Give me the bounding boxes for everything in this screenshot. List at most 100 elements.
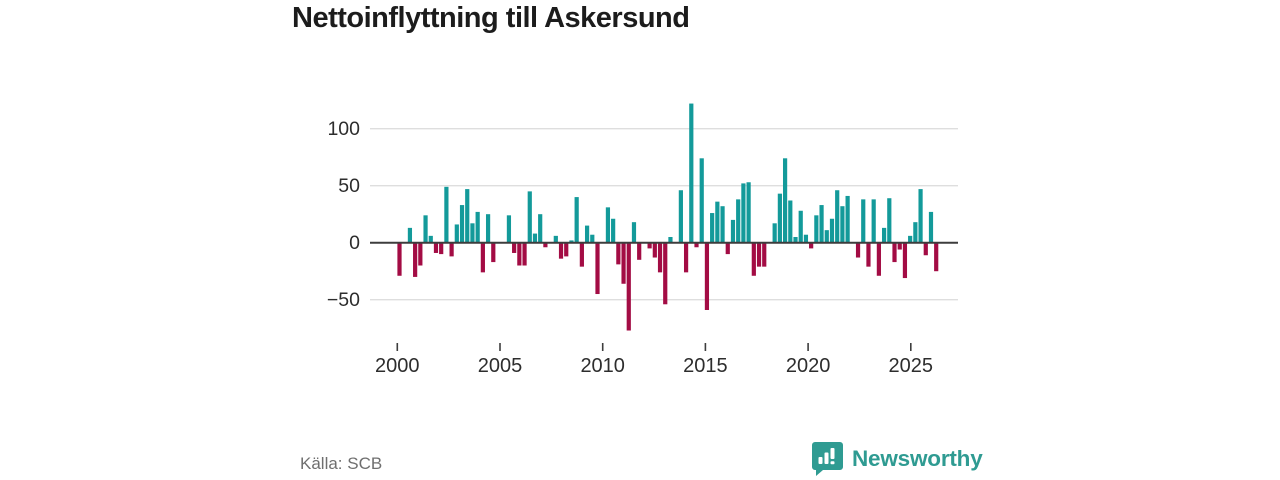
x-tick-label-2020: 2020 — [786, 355, 831, 377]
bar-2008-q2 — [569, 240, 574, 243]
bar-2015-q4 — [725, 242, 730, 255]
bar-2020-q1 — [814, 215, 819, 243]
bar-2013-q1 — [668, 236, 673, 243]
bar-2011-q2 — [631, 222, 637, 243]
bar-2014-q1 — [689, 103, 694, 243]
bar-2023-q3 — [887, 198, 892, 243]
bar-2010-q2 — [611, 218, 616, 243]
bar-2016-q1 — [730, 219, 736, 243]
bar-2013-q3 — [678, 190, 683, 243]
bar-2004-q2 — [485, 214, 491, 243]
bar-2002-q2 — [444, 186, 449, 243]
bar-2011-q3 — [637, 242, 642, 260]
bar-2017-q3 — [762, 242, 767, 267]
bar-2008-q1 — [564, 242, 569, 257]
bar-2019-q3 — [803, 234, 809, 243]
bar-2022-q4 — [871, 199, 876, 243]
bar-2016-q3 — [741, 183, 746, 243]
bar-2010-q4 — [621, 242, 626, 284]
bar-2009-q1 — [584, 225, 590, 243]
bar-2015-q2 — [715, 201, 720, 243]
bar-2018-q2 — [777, 193, 782, 243]
bar-2002-q1 — [439, 242, 444, 255]
bar-2009-q2 — [590, 234, 595, 243]
bar-2018-q4 — [788, 200, 793, 243]
bar-2004-q3 — [491, 242, 496, 263]
bar-2021-q2 — [840, 206, 845, 243]
bar-2006-q4 — [538, 214, 543, 243]
bar-2018-q1 — [772, 223, 777, 243]
bar-2007-q4 — [558, 242, 564, 259]
bar-2000-q1 — [397, 242, 402, 276]
bar-2005-q3 — [512, 242, 517, 253]
x-tick-label-2010: 2010 — [580, 355, 625, 377]
y-tick-label-100: 100 — [327, 118, 360, 140]
bar-2002-q4 — [454, 224, 459, 243]
bar-2023-q2 — [881, 227, 887, 243]
y-tick-label-50: 50 — [338, 175, 360, 197]
x-tick-label-2000: 2000 — [375, 355, 420, 377]
bar-2001-q1 — [418, 242, 423, 266]
bar-2014-q2 — [694, 242, 699, 248]
bar-2008-q4 — [579, 242, 584, 267]
bar-2001-q4 — [433, 242, 439, 253]
bar-2004-q1 — [480, 242, 485, 273]
bar-2012-q3 — [657, 242, 663, 273]
bar-2012-q1 — [647, 242, 652, 249]
bar-2007-q1 — [543, 242, 548, 248]
bar-2019-q1 — [793, 236, 798, 243]
y-tick-label--50: −50 — [327, 289, 360, 311]
bar-2010-q3 — [616, 242, 621, 265]
bar-2001-q3 — [428, 235, 433, 243]
bar-2001-q2 — [423, 215, 428, 243]
bar-2024-q4 — [913, 222, 918, 243]
bar-2021-q1 — [835, 190, 840, 243]
bar-2015-q3 — [720, 206, 725, 243]
bar-2013-q4 — [683, 242, 689, 273]
bar-2015-q1 — [710, 213, 715, 243]
bar-2016-q4 — [746, 182, 751, 243]
speech-bubble-bar-chart-icon — [812, 442, 843, 476]
bar-2016-q2 — [736, 199, 741, 243]
bar-2006-q3 — [532, 233, 538, 243]
bar-2020-q4 — [829, 218, 835, 243]
y-tick-label-0: 0 — [349, 232, 360, 254]
bar-2012-q4 — [663, 242, 668, 305]
x-tick-label-2005: 2005 — [478, 355, 523, 377]
bar-2022-q1 — [855, 242, 861, 258]
bar-2022-q3 — [866, 242, 871, 267]
bar-2003-q4 — [475, 211, 480, 243]
bar-2006-q2 — [527, 191, 532, 243]
bar-2007-q3 — [553, 235, 558, 243]
bar-2019-q4 — [809, 242, 814, 249]
x-tick-label-2015: 2015 — [683, 355, 728, 377]
bar-2000-q3 — [407, 227, 413, 243]
brand-name: Newsworthy — [852, 446, 983, 471]
bar-2003-q1 — [459, 205, 465, 243]
bar-2011-q1 — [626, 242, 631, 331]
bar-2024-q3 — [908, 235, 913, 243]
bar-2018-q3 — [782, 158, 788, 243]
bar-2020-q2 — [819, 205, 824, 243]
bar-2025-q1 — [918, 189, 923, 243]
bar-2019-q2 — [798, 210, 803, 243]
bar-2025-q2 — [923, 242, 928, 256]
bar-2008-q3 — [574, 197, 579, 243]
bar-2023-q4 — [892, 242, 897, 263]
bar-2009-q3 — [595, 242, 600, 295]
bar-2020-q3 — [824, 230, 829, 243]
bar-2025-q3 — [928, 211, 934, 243]
x-tick-label-2025: 2025 — [889, 355, 934, 377]
bar-2003-q2 — [465, 189, 470, 243]
bar-2017-q1 — [751, 242, 756, 276]
newsworthy-brand: Newsworthy — [812, 441, 983, 477]
bar-2014-q3 — [699, 158, 704, 243]
bar-2010-q1 — [605, 207, 611, 243]
bar-2012-q2 — [652, 242, 657, 258]
bar-2006-q1 — [522, 242, 527, 266]
bar-2017-q2 — [756, 242, 762, 267]
bar-2021-q3 — [845, 195, 850, 243]
bar-2024-q1 — [897, 242, 902, 250]
